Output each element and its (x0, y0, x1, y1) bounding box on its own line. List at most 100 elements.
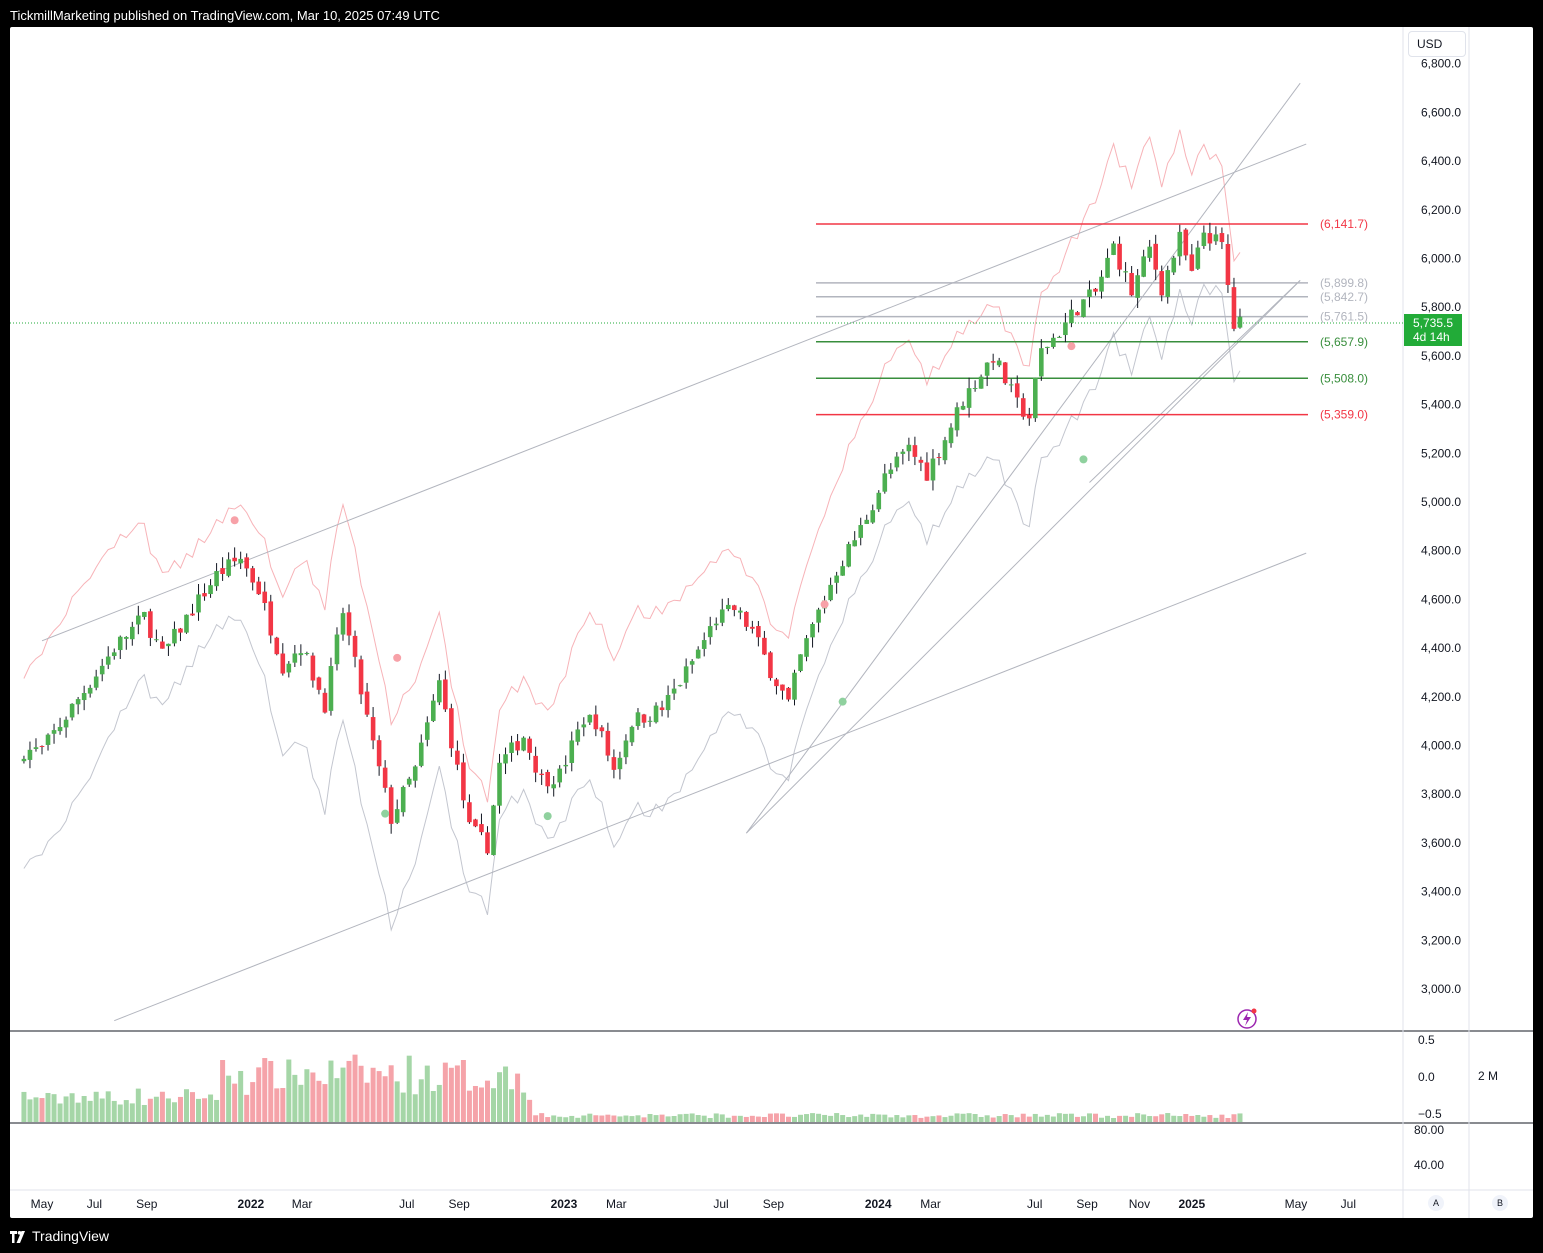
volume-bar (1231, 1114, 1237, 1122)
candle-body (136, 615, 141, 625)
volume-bar (484, 1080, 490, 1122)
volume-bar (1129, 1116, 1135, 1122)
candle-body (123, 637, 129, 639)
volume-bar (659, 1114, 665, 1122)
candle-body (1237, 316, 1243, 328)
volume-bar (1044, 1114, 1050, 1122)
candle-body (286, 663, 292, 673)
candle-body (683, 666, 689, 683)
time-axis-label: 2024 (865, 1197, 892, 1211)
candle-body (1195, 247, 1201, 269)
time-axis-label: Jul (399, 1197, 414, 1211)
volume-bar (798, 1114, 804, 1122)
candle-body (707, 626, 713, 638)
volume-bar (569, 1115, 575, 1122)
volume-bar (1219, 1114, 1225, 1122)
volume-bar (653, 1115, 659, 1122)
time-axis-label: Jul (713, 1197, 728, 1211)
price-axis-label: 5,400.0 (1421, 398, 1461, 412)
volume-bar (280, 1087, 286, 1122)
volume-bar (141, 1104, 147, 1122)
time-axis-label: May (1285, 1197, 1308, 1211)
candle-body (1231, 287, 1237, 329)
volume-bar (27, 1099, 33, 1122)
volume-bar (394, 1081, 400, 1122)
candle-body (882, 473, 888, 492)
price-axis-label: 5,000.0 (1421, 495, 1461, 509)
candle-body (1105, 257, 1110, 278)
candle-body (936, 457, 942, 459)
volume-bar (557, 1116, 563, 1122)
volume-bar (1068, 1113, 1074, 1122)
candle-body (780, 684, 785, 691)
volume-bar (412, 1094, 418, 1122)
volume-bar (545, 1117, 551, 1122)
lightning-icon-bolt (1243, 1012, 1251, 1026)
candle-body (665, 694, 671, 711)
volume-bar (1111, 1117, 1117, 1122)
volume-bar (1032, 1113, 1038, 1122)
volume-bar (478, 1087, 484, 1122)
volume-bar (117, 1104, 123, 1122)
candle-body (924, 462, 930, 481)
currency-selector[interactable]: USD (1408, 31, 1466, 57)
log-scale-button[interactable]: B (1492, 1195, 1508, 1211)
candle-body (870, 510, 876, 523)
candle-body (1020, 398, 1026, 417)
volume-bar (310, 1072, 316, 1122)
last-price-value: 5,735.5 (1413, 316, 1454, 330)
candle-body (443, 679, 448, 710)
chart-frame[interactable]: (6,141.7) (5,899.8) (5,842.7) (5,761.5) (5,6… (10, 27, 1533, 1218)
lower-band-line (23, 283, 1241, 932)
volume-bar (1093, 1113, 1098, 1122)
footer: TradingView (10, 1226, 109, 1246)
volume-bar (864, 1116, 870, 1122)
volume-bar (918, 1117, 924, 1122)
candle-body (960, 405, 966, 410)
candle-body (996, 360, 1002, 366)
volume-bar (731, 1115, 737, 1122)
volume-bar (328, 1060, 334, 1122)
candle-body (1093, 288, 1098, 292)
candle-body (431, 700, 436, 721)
candle-body (238, 558, 243, 564)
candle-body (629, 726, 635, 743)
volume-bar (418, 1079, 424, 1122)
volume-bar (665, 1116, 671, 1122)
candle-body (424, 722, 430, 740)
volume-bar (400, 1092, 406, 1122)
fib-level-label: (5,761.5) (1320, 310, 1368, 324)
volume-bar (858, 1114, 864, 1122)
candle-body (545, 772, 550, 787)
volume-bar (57, 1103, 63, 1122)
candle-body (689, 661, 695, 665)
volume-bar (1165, 1113, 1171, 1122)
volume-bar (364, 1082, 370, 1122)
candle-body (81, 693, 87, 701)
candle-body (593, 714, 599, 730)
lightning-icon-ring (1237, 1009, 1257, 1029)
candle-body (51, 730, 57, 734)
volume-bar (1038, 1116, 1044, 1122)
candle-body (894, 456, 900, 468)
volume-bar (671, 1115, 677, 1122)
volume-bar (641, 1117, 647, 1122)
candle-body (569, 740, 575, 763)
auto-scale-button[interactable]: A (1428, 1195, 1444, 1211)
candle-body (695, 649, 701, 659)
chart-canvas[interactable]: (6,141.7) (5,899.8)(5,842.7) (5,761.5) (5,6… (10, 27, 1533, 1218)
volume-bar (755, 1116, 761, 1122)
candle-body (1075, 312, 1080, 316)
volume-bar (232, 1083, 238, 1122)
time-axis-label: Mar (606, 1197, 627, 1211)
candle-body (1183, 229, 1189, 256)
candle-body (918, 459, 924, 463)
volume-bar (990, 1117, 996, 1122)
volume-bar (527, 1099, 533, 1122)
candle-body (202, 593, 207, 597)
time-axis-label: Sep (449, 1197, 471, 1211)
volume-bar (749, 1115, 755, 1122)
candle-body (1033, 377, 1038, 419)
volume-bar (460, 1060, 466, 1122)
candle-body (840, 566, 845, 576)
